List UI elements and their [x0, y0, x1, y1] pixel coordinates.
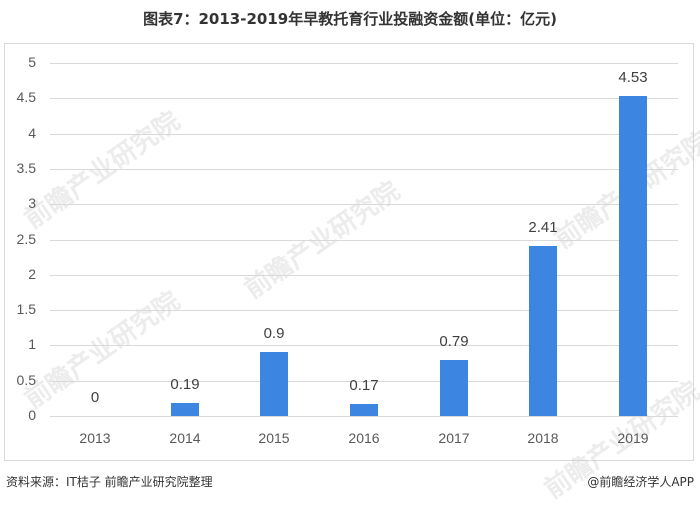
gridline — [50, 310, 678, 311]
gridline — [50, 63, 678, 64]
data-label: 0 — [90, 389, 100, 406]
credit-note: @前瞻经济学人APP — [587, 475, 694, 489]
bar-2016 — [350, 404, 378, 416]
data-label: 0.19 — [170, 376, 200, 393]
data-label: 0.79 — [439, 333, 469, 350]
y-tick-label: 1 — [28, 336, 36, 352]
y-tick-label: 4.5 — [16, 89, 36, 105]
y-tick-label: 1.5 — [16, 301, 36, 317]
bar-2018 — [529, 246, 557, 416]
x-tick-label: 2016 — [348, 430, 380, 446]
chart-title: 图表7：2013-2019年早教托育行业投融资金额(单位：亿元) — [143, 10, 557, 28]
data-label: 4.53 — [618, 69, 648, 86]
x-tick-label: 2015 — [258, 430, 290, 446]
x-tick-label: 2014 — [169, 430, 201, 446]
gridline — [50, 98, 678, 99]
data-label: 0.17 — [349, 377, 379, 394]
y-tick-label: 0 — [28, 407, 36, 423]
data-label: 2.41 — [528, 219, 558, 236]
y-tick-label: 4 — [28, 125, 36, 141]
gridline — [50, 134, 678, 135]
x-tick-label: 2013 — [79, 430, 111, 446]
y-tick-label: 0.5 — [16, 372, 36, 388]
gridline — [50, 204, 678, 205]
gridline — [50, 416, 678, 417]
y-tick-label: 3 — [28, 195, 36, 211]
gridline — [50, 169, 678, 170]
bar-2019 — [619, 96, 647, 416]
data-label: 0.9 — [263, 325, 285, 342]
chart-frame — [4, 43, 694, 461]
gridline — [50, 275, 678, 276]
bar-2014 — [171, 403, 199, 416]
y-tick-label: 2 — [28, 266, 36, 282]
gridline — [50, 381, 678, 382]
x-tick-label: 2019 — [617, 430, 649, 446]
bar-2015 — [260, 352, 288, 416]
x-tick-label: 2017 — [438, 430, 470, 446]
gridline — [50, 345, 678, 346]
source-note: 资料来源：IT桔子 前瞻产业研究院整理 — [6, 475, 213, 489]
x-tick-label: 2018 — [527, 430, 559, 446]
y-tick-label: 5 — [28, 54, 36, 70]
bar-2017 — [440, 360, 468, 416]
y-tick-label: 3.5 — [16, 160, 36, 176]
gridline — [50, 240, 678, 241]
y-tick-label: 2.5 — [16, 231, 36, 247]
